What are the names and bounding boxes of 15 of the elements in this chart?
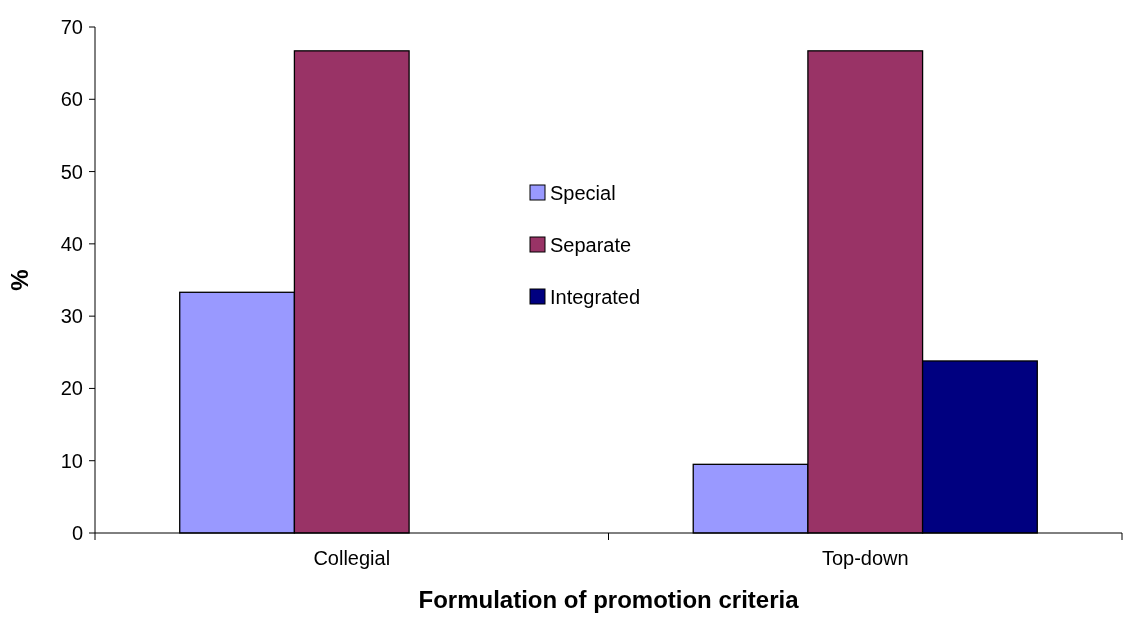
y-tick-label: 0 <box>71 522 83 544</box>
y-tick-label: 10 <box>60 449 83 472</box>
legend-label: Separate <box>550 234 632 256</box>
y-tick-label: 30 <box>60 305 83 328</box>
legend-label: Integrated <box>550 286 641 308</box>
y-tick-label: 50 <box>60 160 83 183</box>
y-tick-label: 60 <box>60 88 83 111</box>
y-tick-label: 20 <box>60 377 83 400</box>
y-axis-title: % <box>6 269 33 291</box>
y-tick-label: 40 <box>60 232 83 255</box>
x-tick-label: Top-down <box>821 547 909 569</box>
x-tick-label: Collegial <box>313 547 391 569</box>
y-tick-label: 70 <box>60 16 83 38</box>
legend-label: Special <box>550 182 616 204</box>
x-axis-title: Formulation of promotion criteria <box>418 586 800 613</box>
